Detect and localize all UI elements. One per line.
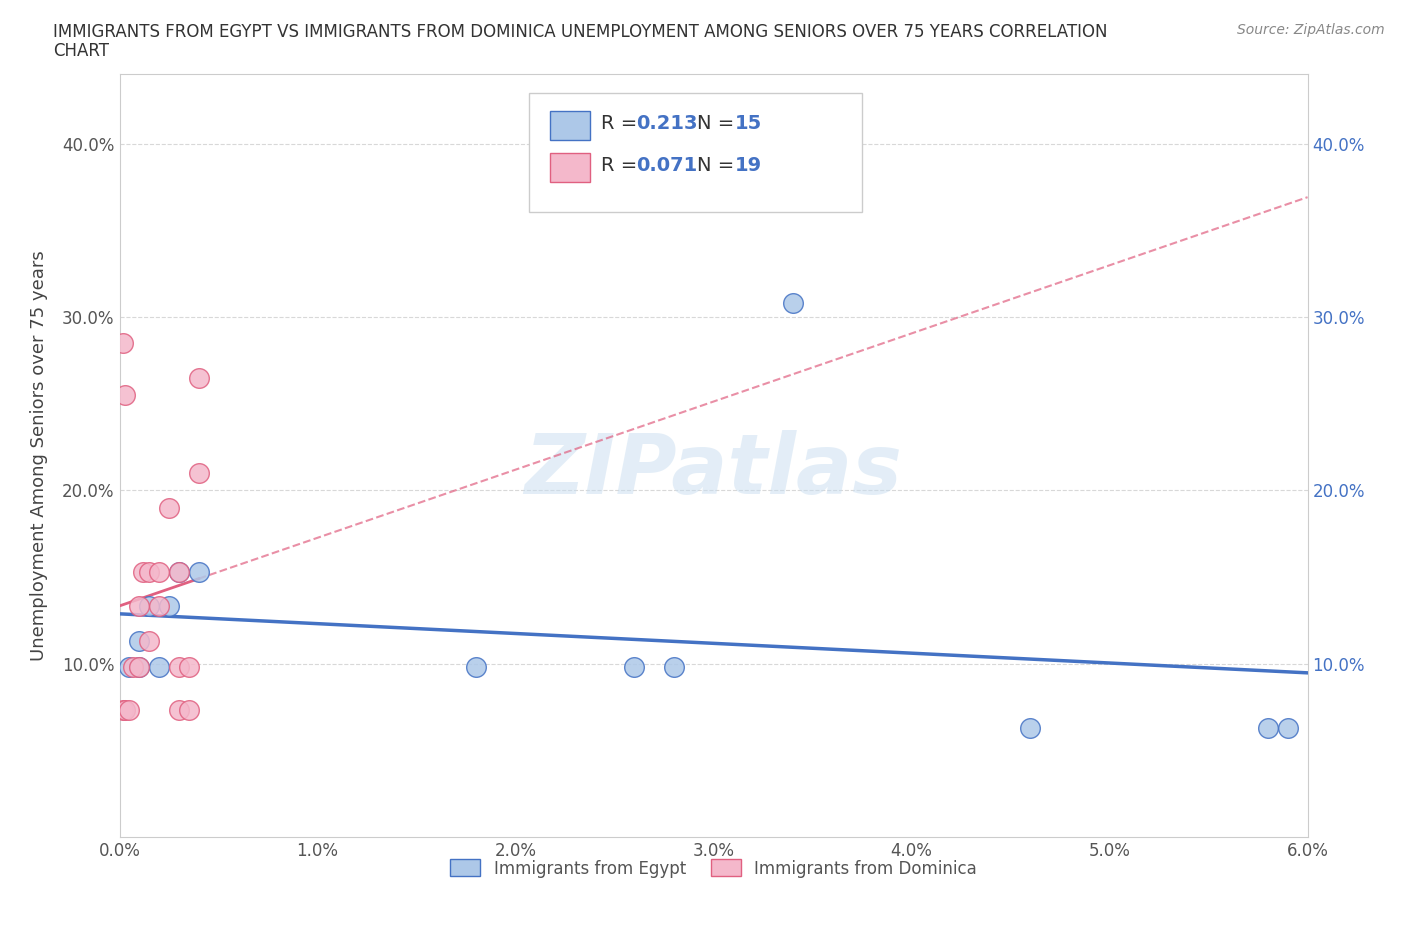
Text: N =: N = — [697, 113, 741, 133]
Point — [157, 500, 180, 515]
Text: CHART: CHART — [53, 42, 110, 60]
Point — [114, 703, 136, 718]
Point — [132, 565, 155, 579]
Point — [128, 599, 150, 614]
Point — [187, 565, 209, 579]
Point — [157, 599, 180, 614]
Text: Source: ZipAtlas.com: Source: ZipAtlas.com — [1237, 23, 1385, 37]
Text: IMMIGRANTS FROM EGYPT VS IMMIGRANTS FROM DOMINICA UNEMPLOYMENT AMONG SENIORS OVE: IMMIGRANTS FROM EGYPT VS IMMIGRANTS FROM… — [53, 23, 1108, 41]
Point — [167, 565, 190, 579]
Point — [187, 370, 209, 385]
Point — [118, 659, 141, 674]
Text: R =: R = — [600, 113, 643, 133]
Point — [464, 659, 488, 674]
Text: 0.213: 0.213 — [637, 113, 697, 133]
Point — [167, 703, 190, 718]
Point — [148, 599, 170, 614]
Point — [662, 659, 685, 674]
Point — [148, 659, 170, 674]
Text: N =: N = — [697, 155, 741, 175]
Point — [1257, 721, 1279, 736]
Point — [128, 659, 150, 674]
Text: ZIPatlas: ZIPatlas — [524, 431, 903, 512]
Legend: Immigrants from Egypt, Immigrants from Dominica: Immigrants from Egypt, Immigrants from D… — [441, 851, 986, 886]
Point — [128, 633, 150, 648]
Point — [167, 659, 190, 674]
Text: 15: 15 — [735, 113, 762, 133]
FancyBboxPatch shape — [550, 111, 591, 140]
Point — [148, 565, 170, 579]
Y-axis label: Unemployment Among Seniors over 75 years: Unemployment Among Seniors over 75 years — [31, 250, 48, 661]
Point — [112, 703, 135, 718]
Point — [177, 703, 200, 718]
Text: 0.071: 0.071 — [637, 155, 697, 175]
Point — [128, 659, 150, 674]
Point — [1019, 721, 1042, 736]
Point — [138, 633, 160, 648]
Point — [782, 296, 804, 311]
Text: R =: R = — [600, 155, 643, 175]
Point — [1277, 721, 1299, 736]
Point — [118, 703, 141, 718]
Point — [138, 565, 160, 579]
FancyBboxPatch shape — [530, 94, 862, 212]
Point — [167, 565, 190, 579]
Point — [112, 336, 135, 351]
Point — [623, 659, 645, 674]
Point — [122, 659, 145, 674]
Text: 19: 19 — [735, 155, 762, 175]
Point — [114, 388, 136, 403]
FancyBboxPatch shape — [550, 153, 591, 182]
Point — [177, 659, 200, 674]
Point — [187, 466, 209, 481]
Point — [138, 599, 160, 614]
